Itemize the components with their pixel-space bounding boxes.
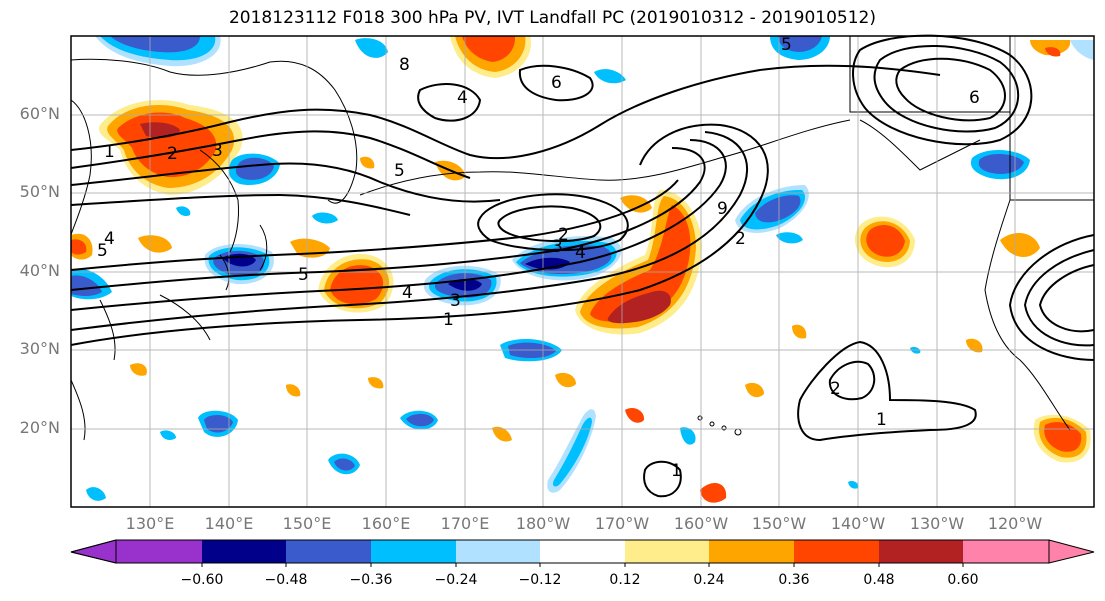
colorbar-tick-label: −0.48 — [264, 572, 308, 588]
colorbar-tick-label: 0.12 — [609, 572, 641, 588]
contour-label: 3 — [552, 237, 563, 257]
contour-label: 4 — [457, 88, 468, 108]
contour-label: 5 — [781, 35, 792, 55]
contour-label: 6 — [551, 73, 562, 93]
contour-label: 1 — [671, 461, 682, 481]
colorbar-tick-label: 0.36 — [778, 572, 810, 588]
lon-label: 140°W — [830, 514, 886, 533]
colorbar-tick-label: −0.60 — [180, 572, 224, 588]
contour-label: 1 — [876, 410, 887, 430]
contour-labels: 1 2 3 4 5 5 4 3 1 2 3 4 5 4 6 8 9 2 5 6 … — [97, 35, 980, 481]
contour-label: 4 — [575, 243, 586, 263]
contour-label: 5 — [394, 161, 405, 181]
contour-label: 3 — [212, 141, 223, 161]
map-frame — [70, 35, 1095, 508]
colorbar-tick-label: 0.60 — [947, 572, 979, 588]
contour-label: 2 — [735, 229, 746, 249]
contour-label: 4 — [104, 229, 115, 249]
lon-label: 130°W — [909, 514, 965, 533]
colorbar-tick-label: −0.24 — [434, 572, 478, 588]
contour-label: 6 — [969, 88, 980, 108]
contour-label: 1 — [443, 310, 454, 330]
colorbar-tick-label: 0.24 — [693, 572, 725, 588]
lat-label: 60°N — [19, 104, 60, 123]
coastlines — [70, 36, 1094, 441]
colorbar-tick-label: 0.48 — [863, 572, 895, 588]
contour-label: 4 — [402, 283, 413, 303]
lat-label: 20°N — [19, 418, 60, 437]
lon-label: 150°E — [282, 514, 332, 533]
chart-title: 2018123112 F018 300 hPa PV, IVT Landfall… — [228, 8, 876, 28]
lon-label: 180°W — [515, 514, 571, 533]
lon-label: 120°W — [987, 514, 1043, 533]
contour-label: 3 — [450, 291, 461, 311]
contour-label: 8 — [399, 55, 410, 75]
contour-label: 2 — [167, 144, 178, 164]
lon-label: 150°W — [751, 514, 807, 533]
contour-label: 5 — [97, 241, 108, 261]
lon-label: 170°W — [594, 514, 650, 533]
lon-label: 170°E — [440, 514, 490, 533]
colorbar — [70, 539, 1095, 567]
lon-label: 160°W — [673, 514, 729, 533]
colorbar-tick-label: −0.12 — [518, 572, 562, 588]
lat-label: 30°N — [19, 339, 60, 358]
lat-label: 50°N — [19, 182, 60, 201]
contour-label: 2 — [830, 379, 841, 399]
ivt-contours — [70, 34, 1095, 498]
colorbar-tick-label: −0.36 — [349, 572, 393, 588]
lon-label: 130°E — [125, 514, 175, 533]
contour-label: 2 — [558, 225, 569, 245]
lon-label: 160°E — [361, 514, 411, 533]
contour-label: 1 — [104, 142, 115, 162]
lat-label: 40°N — [19, 261, 60, 280]
contour-label: 5 — [298, 265, 309, 285]
lon-label: 140°E — [204, 514, 254, 533]
contour-label: 9 — [717, 199, 728, 219]
